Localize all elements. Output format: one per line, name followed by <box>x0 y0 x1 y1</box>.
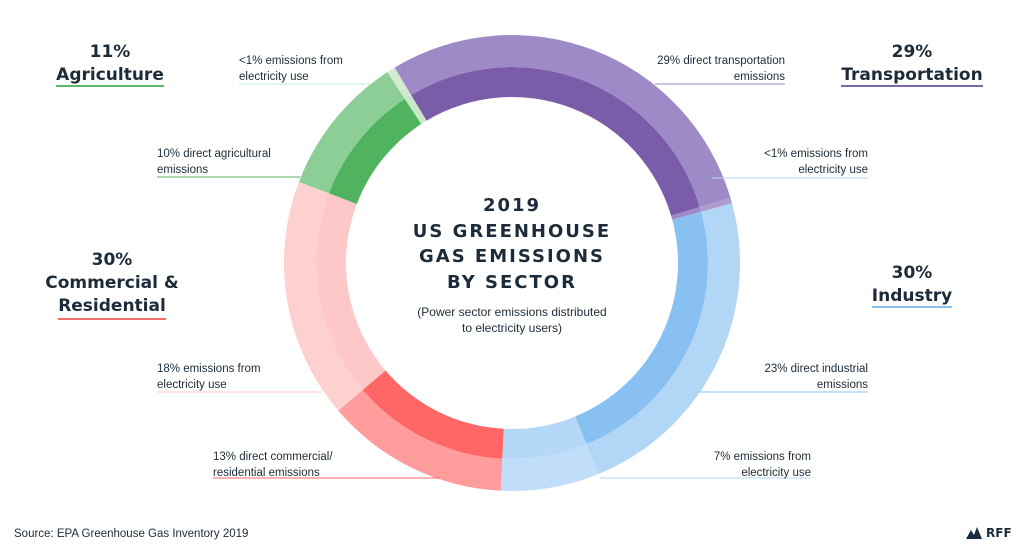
sector-name: Agriculture <box>56 65 164 87</box>
annotation-commercial-electricity: 18% emissions from electricity use <box>157 362 261 393</box>
annotation-line: <1% emissions from <box>239 55 343 67</box>
donut-slice-transportation-outer-electricity <box>699 197 733 212</box>
annotation-line: emissions <box>733 70 785 83</box>
donut-slice-commercial_residential-outer-electricity <box>283 181 363 411</box>
donut-slice-industry-outer-direct <box>586 203 740 474</box>
chart-subtitle: (Power sector emissions distributed to e… <box>392 304 632 336</box>
annotation-line: residential emissions <box>213 466 320 479</box>
sector-name: Residential <box>58 295 166 320</box>
donut-slice-agriculture-direct <box>328 98 422 204</box>
donut-slice-agriculture-outer-electricity <box>387 67 412 99</box>
source-note: Source: EPA Greenhouse Gas Inventory 201… <box>14 528 249 540</box>
sector-label-industry: 30% Industry <box>860 262 964 308</box>
sector-pct: 11% <box>89 42 131 62</box>
annotation-line: electricity use <box>741 466 811 479</box>
rff-logo: RFF <box>966 526 1012 540</box>
annotation-agriculture-electricity: <1% emissions from electricity use <box>239 54 343 85</box>
annotation-line: 29% direct transportation <box>657 55 785 67</box>
chart-title: 2019 US GREENHOUSE GAS EMISSIONS BY SECT… <box>392 193 632 295</box>
sector-label-commercial-residential: 30% Commercial & Residential <box>38 249 186 320</box>
donut-slice-industry-outer-electricity <box>500 444 599 491</box>
donut-slice-transportation-outer-direct <box>394 35 731 208</box>
brand-name: RFF <box>986 526 1012 540</box>
donut-slice-commercial_residential-outer-direct <box>338 389 503 491</box>
sector-name: Commercial & <box>45 273 179 293</box>
sector-label-transportation: 29% Transportation <box>838 41 986 87</box>
annotation-industry-electricity: 7% emissions from electricity use <box>714 450 811 481</box>
annotation-line: electricity use <box>798 163 868 176</box>
chart-subtitle-line: (Power sector emissions distributed <box>417 305 607 319</box>
annotation-commercial-direct: 13% direct commercial/ residential emiss… <box>213 450 333 481</box>
donut-slice-agriculture-electricity-inner <box>404 94 427 125</box>
chart-center-label: 2019 US GREENHOUSE GAS EMISSIONS BY SECT… <box>392 193 632 336</box>
donut-slice-commercial_residential-direct <box>362 370 504 459</box>
annotation-transportation-direct: 29% direct transportation emissions <box>657 54 785 85</box>
donut-slice-agriculture-outer-direct <box>298 72 405 194</box>
annotation-line: 23% direct industrial <box>764 363 868 375</box>
chart-title-line: GAS EMISSIONS <box>419 246 605 267</box>
sector-pct: 30% <box>891 263 933 283</box>
annotation-line: <1% emissions from <box>764 148 868 160</box>
annotation-line: electricity use <box>239 70 309 83</box>
donut-slice-industry-electricity-inner <box>502 416 587 460</box>
chart-title-line: US GREENHOUSE <box>412 220 612 242</box>
chart-subtitle-line: to electricity users) <box>461 321 563 335</box>
sector-pct: 29% <box>891 42 933 62</box>
sector-name: Transportation <box>841 65 983 87</box>
annotation-line: 13% direct commercial/ <box>213 451 333 463</box>
annotation-line: emissions <box>816 378 868 391</box>
annotation-line: 7% emissions from <box>713 451 811 463</box>
annotation-industry-direct: 23% direct industrial emissions <box>764 362 868 393</box>
donut-slice-transportation-direct <box>411 67 700 216</box>
annotation-line: 10% direct agricultural <box>157 148 271 160</box>
annotation-agriculture-direct: 10% direct agricultural emissions <box>157 147 271 178</box>
chart-title-line: 2019 <box>482 195 542 216</box>
annotation-line: electricity use <box>157 378 227 391</box>
mountain-icon <box>966 527 982 539</box>
annotation-line: 18% emissions from <box>157 363 261 375</box>
annotation-transportation-electricity: <1% emissions from electricity use <box>764 147 868 178</box>
sector-pct: 30% <box>91 250 133 270</box>
sector-label-agriculture: 11% Agriculture <box>50 41 170 87</box>
donut-slice-industry-direct <box>575 211 709 445</box>
annotation-line: emissions <box>157 163 209 176</box>
chart-title-line: BY SECTOR <box>447 271 577 293</box>
sector-name: Industry <box>871 286 953 308</box>
donut-slice-commercial_residential-electricity-inner <box>316 193 386 390</box>
donut-slice-transportation-electricity-inner <box>671 207 702 220</box>
